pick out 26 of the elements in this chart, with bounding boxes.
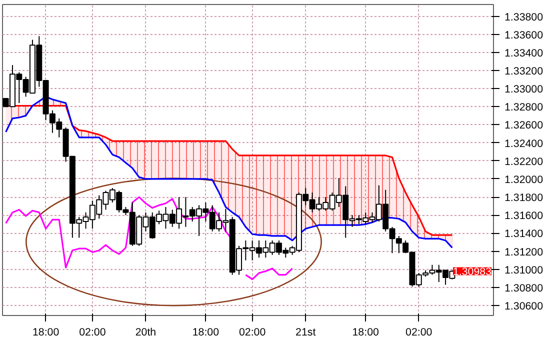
- x-tick-label: 21st: [296, 326, 316, 338]
- y-tick-label: 1.31400: [504, 228, 544, 240]
- x-tick-label: 18:00: [32, 326, 60, 338]
- y-tick-label: 1.31600: [504, 210, 544, 222]
- y-tick-label: 1.33800: [504, 11, 544, 24]
- y-tick-label: 1.33600: [504, 29, 544, 42]
- y-tick-label: 1.33400: [504, 47, 544, 60]
- y-tick-label: 1.32200: [504, 156, 544, 168]
- x-tick-label: 02:00: [79, 326, 106, 338]
- y-tick-label: 1.30800: [504, 282, 544, 294]
- y-tick-label: 1.31200: [504, 246, 544, 258]
- y-tick-label: 1.32000: [504, 174, 544, 186]
- y-tick-label: 1.32800: [504, 102, 544, 114]
- y-tick-label: 1.31000: [504, 264, 544, 276]
- y-tick-label: 1.30600: [504, 300, 544, 313]
- y-tick-label: 1.32600: [504, 120, 544, 132]
- y-tick-label: 1.32400: [504, 138, 544, 150]
- x-tick-label: 18:00: [352, 326, 379, 338]
- y-tick-label: 1.33000: [504, 84, 544, 96]
- y-tick-label: 1.33200: [504, 65, 544, 78]
- annotation: 1.30983: [452, 266, 492, 278]
- x-tick-label: 18:00: [192, 326, 220, 338]
- x-tick-label: 02:00: [406, 326, 432, 338]
- x-tick-label: 02:00: [238, 326, 266, 338]
- x-tick-label: 20th: [135, 326, 156, 338]
- y-tick-label: 1.31800: [504, 192, 544, 204]
